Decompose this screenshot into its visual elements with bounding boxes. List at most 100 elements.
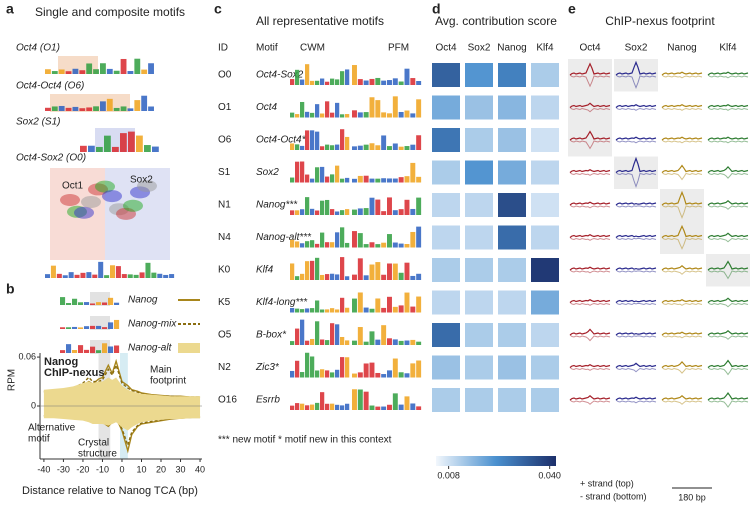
logo-glyph — [96, 350, 102, 353]
logo-glyph — [340, 227, 345, 248]
footprint-bottom — [707, 334, 749, 340]
logo-glyph — [357, 389, 363, 410]
footprint-bottom — [707, 139, 749, 144]
column-header: Nanog — [667, 43, 696, 54]
footprint-top — [569, 234, 611, 238]
heatmap-cell — [498, 323, 526, 347]
logo-glyph — [381, 80, 387, 85]
footprint-top — [569, 328, 611, 336]
footprint-bottom — [661, 269, 703, 275]
footprint-top — [569, 266, 611, 271]
logo-glyph — [72, 106, 79, 111]
logo-glyph — [163, 274, 169, 278]
logo-glyph — [315, 104, 320, 118]
logo-glyph — [325, 274, 330, 280]
logo-glyph — [375, 77, 381, 85]
heatmap-cell — [498, 258, 526, 282]
panel-label: d — [432, 1, 441, 17]
footprint-top — [661, 164, 703, 173]
logo-glyph — [325, 242, 330, 248]
y-tick-label: 0 — [31, 400, 36, 410]
logo-glyph — [410, 275, 416, 280]
scale-label: 180 bp — [678, 492, 706, 502]
logo-glyph — [290, 210, 295, 215]
annotation: motif — [28, 434, 50, 445]
heatmap-cell — [465, 323, 493, 347]
logo-glyph — [127, 274, 133, 278]
logo-glyph — [58, 105, 65, 111]
footprint-bottom — [707, 302, 749, 308]
logo-glyph — [305, 174, 310, 183]
logo-glyph — [416, 197, 422, 215]
logo-glyph — [335, 309, 340, 313]
logo-glyph — [310, 208, 315, 215]
logo-glyph — [398, 209, 404, 215]
column-header: PFM — [388, 43, 409, 54]
footprint-bottom — [615, 172, 657, 188]
logo-glyph — [290, 307, 295, 313]
logo-glyph — [112, 146, 119, 152]
structure-shape — [123, 199, 143, 212]
heatmap-cell — [498, 388, 526, 412]
panel-title: ChIP-nexus footprint — [605, 14, 715, 28]
logo-glyph — [381, 211, 387, 215]
logo-glyph — [325, 340, 330, 345]
structure-shape — [60, 194, 80, 206]
footprint-bottom — [615, 74, 657, 89]
logo-glyph — [392, 143, 398, 150]
logo-glyph — [300, 243, 305, 248]
logo-glyph — [120, 133, 127, 152]
logo-glyph — [392, 178, 398, 183]
footprint-top — [615, 234, 657, 238]
logo-glyph — [300, 79, 305, 85]
logo-glyph — [369, 331, 375, 345]
annotation: ChIP-nexus — [44, 367, 105, 379]
logo-glyph — [86, 63, 93, 74]
logo-glyph — [60, 350, 66, 353]
logo-glyph — [310, 404, 315, 410]
logo-glyph — [134, 100, 141, 111]
logo-glyph — [315, 370, 320, 378]
logo-glyph — [151, 272, 157, 278]
logo-glyph — [79, 108, 86, 111]
logo-glyph — [325, 403, 330, 410]
footprint-bottom — [615, 204, 657, 208]
motif-id: N2 — [218, 362, 231, 373]
logo-glyph — [392, 210, 398, 215]
heatmap-cell — [465, 63, 493, 87]
logo-glyph — [141, 95, 148, 111]
logo-glyph — [357, 327, 363, 345]
logo-glyph — [392, 306, 398, 313]
logo-glyph — [352, 298, 357, 313]
heatmap-cell — [531, 388, 559, 412]
logo-glyph — [392, 393, 398, 410]
logo-glyph — [310, 112, 315, 118]
logo-glyph — [345, 209, 350, 215]
logo-glyph — [345, 357, 350, 378]
logo-glyph — [96, 325, 102, 329]
heatmap-cell — [432, 128, 460, 152]
motif-name: Oct4 — [256, 102, 278, 113]
logo-glyph — [305, 241, 310, 248]
logo-glyph — [387, 338, 392, 345]
logo-glyph — [290, 263, 295, 280]
annotation: structure — [78, 449, 117, 460]
footprint-bottom — [707, 399, 749, 408]
logo-glyph — [305, 130, 310, 150]
logo-glyph — [330, 323, 335, 345]
logo-glyph — [113, 70, 120, 74]
logo-glyph — [387, 146, 392, 150]
heatmap-cell — [432, 388, 460, 412]
column-header: CWM — [300, 43, 325, 54]
logo-glyph — [106, 68, 113, 74]
logo-glyph — [84, 326, 90, 329]
logo-glyph — [404, 110, 410, 118]
colorbar-tick-label: 0.040 — [538, 470, 561, 480]
logo-glyph — [320, 274, 325, 280]
logo-glyph — [387, 370, 392, 378]
footprint-top — [615, 104, 657, 108]
colorbar-tick-label: 0.008 — [437, 470, 460, 480]
logo-glyph — [398, 243, 404, 248]
annotation: Nanog — [44, 356, 78, 368]
